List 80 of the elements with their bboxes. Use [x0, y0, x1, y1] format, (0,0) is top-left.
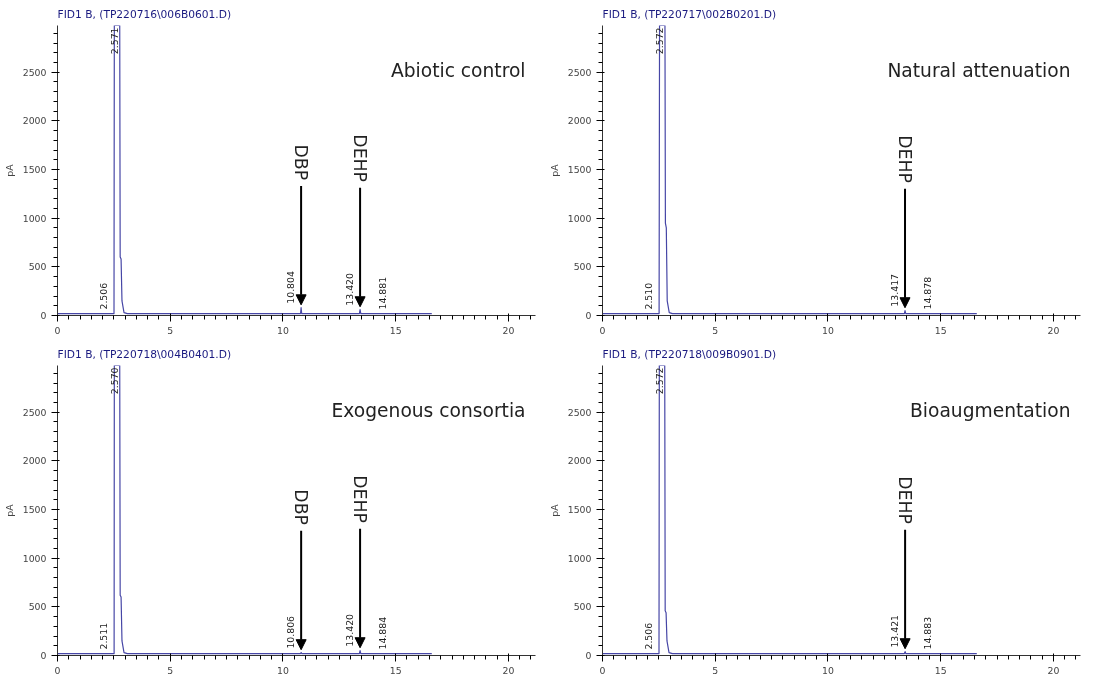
annotation: 2.572 [654, 367, 666, 395]
x-tick-label: 15 [389, 324, 402, 336]
annotation: DBP [291, 144, 312, 181]
annotation: DEHP [350, 134, 371, 183]
x-tick-label: 0 [54, 664, 61, 676]
annotation: 2.571 [109, 27, 121, 55]
annotation: DEHP [895, 476, 916, 525]
x-tick-label: 20 [502, 324, 515, 336]
annotation: 13.417 [889, 273, 901, 307]
annotation: 2.506 [98, 282, 109, 310]
annotation: 10.806 [285, 615, 297, 649]
x-tick-label: 10 [277, 664, 289, 676]
y-tick-label: 2500 [567, 66, 592, 78]
annotation: 2.511 [98, 622, 110, 650]
annotation: DBP [291, 489, 312, 525]
y-tick-label: 0 [40, 310, 47, 321]
annotation: 13.421 [889, 614, 901, 648]
chart-subtitle: FID1 B, (TP220717\002B0201.D) [602, 7, 777, 21]
annotation: 14.884 [377, 616, 389, 650]
y-tick-label: 1500 [22, 504, 47, 516]
text: Abiotic control [390, 59, 526, 81]
y-tick-label: 1000 [567, 552, 592, 564]
y-tick-label: 2000 [567, 115, 592, 127]
y-axis-title: pA [3, 503, 15, 517]
chart-subtitle: FID1 B, (TP220718\004B0401.D) [57, 347, 232, 361]
x-tick-label: 15 [389, 664, 402, 676]
y-axis-title: pA [548, 163, 560, 177]
y-axis-title: pA [548, 503, 560, 517]
y-tick-label: 1000 [22, 552, 47, 564]
text: Exogenous consortia [331, 399, 526, 421]
y-tick-label: 2000 [22, 115, 47, 127]
annotation: DEHP [895, 135, 916, 184]
x-tick-label: 5 [712, 664, 719, 676]
y-tick-label: 500 [573, 601, 592, 613]
chart-subtitle: FID1 B, (TP220716\006B0601.D) [57, 7, 232, 21]
text: Natural attenuation [887, 59, 1071, 81]
x-tick-label: 0 [54, 324, 61, 336]
annotation: 14.883 [922, 616, 934, 650]
chart-subtitle: FID1 B, (TP220718\009B0901.D) [602, 347, 777, 361]
x-tick-label: 15 [934, 664, 947, 676]
annotation: 2.572 [654, 27, 666, 55]
x-tick-label: 20 [1047, 324, 1060, 336]
x-tick-label: 20 [502, 664, 515, 676]
x-tick-label: 5 [712, 324, 719, 336]
x-tick-label: 10 [822, 664, 834, 676]
x-tick-label: 5 [167, 664, 174, 676]
y-tick-label: 2000 [567, 455, 592, 467]
y-tick-label: 2000 [22, 455, 47, 467]
annotation: 10.804 [285, 271, 297, 304]
y-tick-label: 1000 [567, 212, 592, 224]
y-tick-label: 2500 [22, 406, 47, 418]
x-tick-label: 0 [599, 324, 606, 336]
y-tick-label: 500 [28, 261, 47, 273]
x-tick-label: 15 [934, 324, 947, 336]
annotation: 2.510 [643, 282, 655, 310]
annotation: 13.420 [344, 272, 356, 306]
y-tick-label: 500 [573, 261, 592, 273]
annotation: 14.878 [921, 276, 933, 310]
y-tick-label: 1500 [567, 164, 592, 176]
text: Bioaugmentation [910, 399, 1071, 421]
y-tick-label: 0 [40, 650, 47, 661]
x-tick-label: 20 [1047, 664, 1060, 676]
x-tick-label: 10 [277, 324, 289, 336]
y-tick-label: 1500 [567, 504, 592, 516]
y-tick-label: 2500 [567, 406, 592, 418]
y-tick-label: 500 [28, 601, 47, 613]
annotation: 2.570 [109, 367, 121, 395]
annotation: 13.420 [344, 613, 356, 647]
x-tick-label: 0 [599, 664, 606, 676]
x-tick-label: 10 [822, 324, 834, 336]
y-tick-label: 1500 [22, 164, 47, 176]
annotation: 14.881 [377, 276, 389, 310]
x-tick-label: 5 [167, 324, 174, 336]
y-tick-label: 2500 [22, 66, 47, 78]
y-tick-label: 1000 [22, 212, 47, 224]
y-axis-title: pA [3, 163, 15, 177]
annotation: DEHP [350, 475, 371, 524]
annotation: 2.506 [643, 622, 654, 650]
y-tick-label: 0 [585, 650, 592, 661]
y-tick-label: 0 [585, 310, 592, 321]
